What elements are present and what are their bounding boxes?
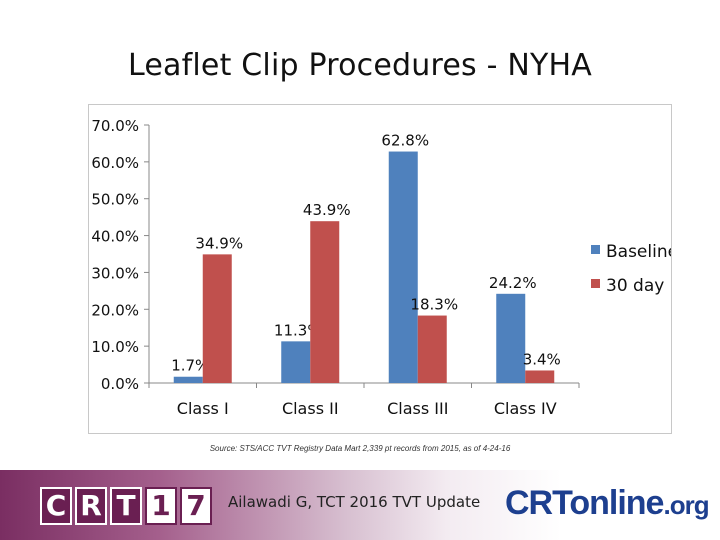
x-tick-label: Class II [282, 399, 339, 418]
data-label-30day-1: 34.9% [195, 234, 243, 252]
legend-swatch-baseline [591, 245, 600, 254]
x-tick-label: Class IV [494, 399, 557, 418]
bar-30day-2 [310, 221, 340, 383]
data-label-30day-2: 43.9% [303, 201, 351, 219]
bar-baseline-3 [388, 151, 418, 383]
y-tick-label: 50.0% [91, 191, 139, 209]
legend-swatch-30day [591, 279, 600, 288]
logo-letter-t: T [110, 487, 142, 525]
data-label-30day-3: 18.3% [410, 296, 458, 314]
crtonline-logo-suffix: .org [663, 490, 709, 520]
x-tick-label: Class III [387, 399, 448, 418]
data-label-baseline-1: 1.7% [171, 357, 209, 375]
logo-letter-r: R [75, 487, 107, 525]
bar-baseline-4 [496, 293, 526, 383]
y-tick-label: 10.0% [91, 338, 139, 356]
x-tick-label: Class I [177, 399, 229, 418]
crt17-logo: C R T 1 7 [40, 487, 212, 525]
source-note: Source: STS/ACC TVT Registry Data Mart 2… [209, 444, 511, 453]
logo-letter-c: C [40, 487, 72, 525]
logo-digit-1: 1 [145, 487, 177, 525]
crtonline-logo-text: CRTonline [505, 484, 664, 522]
y-tick-label: 70.0% [91, 117, 139, 135]
y-tick-label: 40.0% [91, 228, 139, 246]
y-tick-label: 20.0% [91, 301, 139, 319]
bar-baseline-2 [281, 341, 311, 383]
data-label-baseline-2: 11.3% [274, 321, 322, 339]
data-label-baseline-4: 24.2% [489, 274, 537, 292]
logo-digit-7: 7 [180, 487, 212, 525]
y-tick-label: 30.0% [91, 264, 139, 282]
crtonline-logo: CRTonline.org [505, 484, 710, 523]
chart-area: 0.0% 10.0% 20.0% 30.0% 40.0% 50.0% 60.0% 70.0% 1… [88, 104, 672, 434]
y-tick-label: 60.0% [91, 154, 139, 172]
bar-baseline-1 [173, 376, 203, 383]
footer-citation: Ailawadi G, TCT 2016 TVT Update [228, 493, 481, 511]
bar-30day-4 [525, 370, 555, 383]
bar-30day-3 [417, 315, 447, 383]
data-label-30day-4: 3.4% [523, 350, 561, 368]
data-label-baseline-3: 62.8% [381, 132, 429, 150]
slide-title: Leaflet Clip Procedures - NYHA [128, 48, 592, 83]
y-tick-label: 0.0% [101, 375, 139, 393]
bar-30day-1 [202, 254, 232, 383]
bar-chart: 0.0% 10.0% 20.0% 30.0% 40.0% 50.0% 60.0% 70.0% 1… [91, 117, 671, 418]
legend-label-baseline: Baseline [606, 242, 671, 262]
legend-label-30day: 30 day [606, 276, 664, 296]
